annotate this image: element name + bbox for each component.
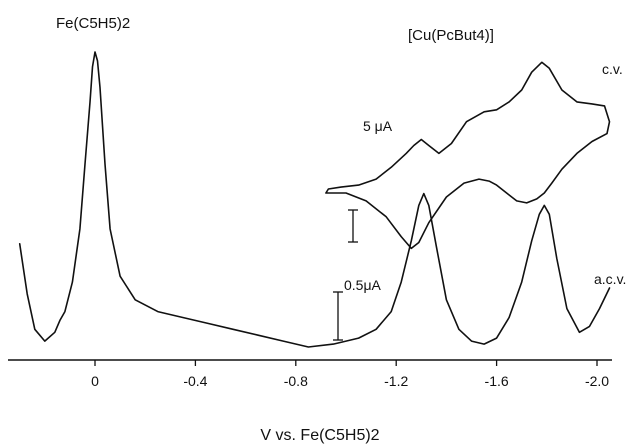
x-tick-label-2: -0.8: [284, 373, 308, 389]
x-tick-label-5: -2.0: [585, 373, 609, 389]
ferrocene-label: Fe(C5H5)2: [56, 15, 130, 32]
x-tick-label-0: 0: [91, 373, 99, 389]
cv-scale-label: 5 μA: [363, 118, 393, 134]
cv-curve: [325, 61, 611, 250]
x-tick-label-4: -1.6: [485, 373, 509, 389]
acv-scale-bar: [333, 291, 343, 341]
x-axis-label: V vs. Fe(C5H5)2: [260, 427, 379, 444]
x-axis-ticks: 0 -0.4 -0.8 -1.2 -1.6 -2.0: [91, 360, 609, 389]
x-tick-label-3: -1.2: [384, 373, 408, 389]
cv-label: c.v.: [602, 61, 623, 77]
acv-curve: [18, 51, 611, 348]
acv-scale-label: 0.5μA: [344, 277, 382, 293]
complex-label: [Cu(PcBut4)]: [408, 27, 494, 44]
acv-label: a.c.v.: [594, 271, 626, 287]
x-tick-label-1: -0.4: [183, 373, 207, 389]
cv-scale-bar: [348, 209, 358, 243]
